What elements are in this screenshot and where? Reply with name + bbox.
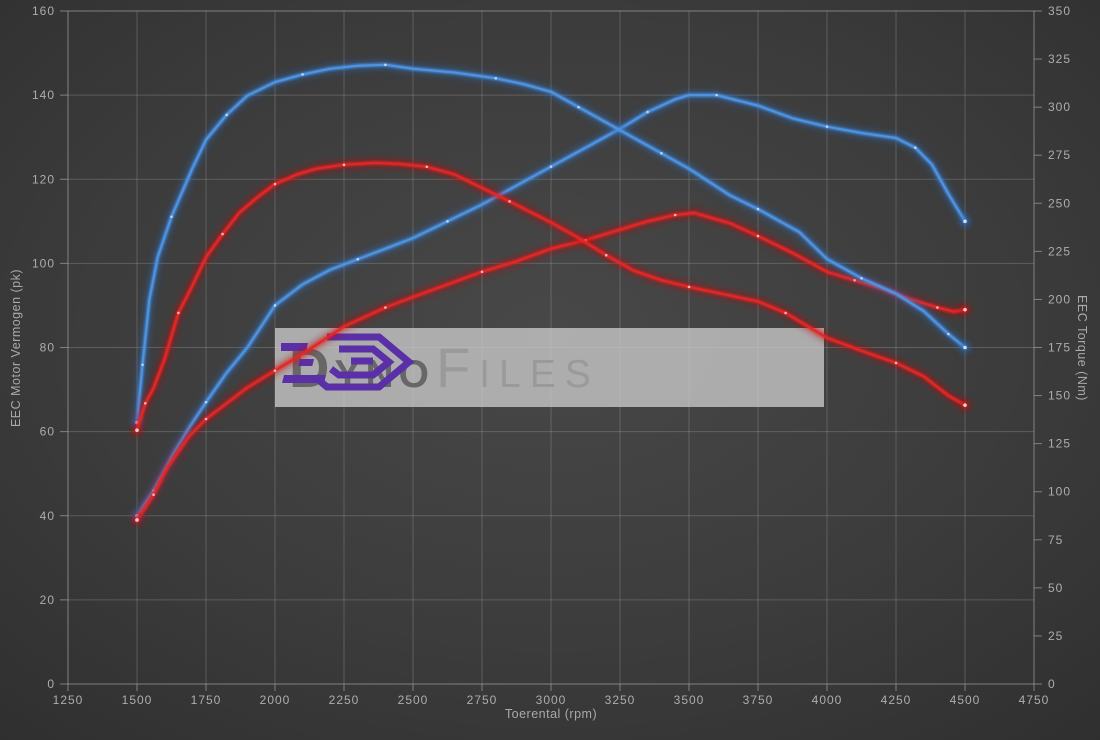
y-left-tick-label: 80 [40,341,55,355]
curve-point-marker [273,304,277,307]
curve-point-marker [494,77,498,80]
curve-end-marker [963,307,967,312]
curve-point-marker [508,200,511,203]
curve-point-marker [936,306,939,309]
y-right-tick-label: 75 [1048,533,1063,547]
curve-point-marker [673,213,677,217]
curve-end-marker [135,428,139,432]
brand-files: Files [435,335,600,399]
curve-point-marker [480,270,484,274]
x-tick-label: 3000 [536,693,567,707]
y-right-tick-label: 225 [1048,244,1071,258]
x-tick-label: 2250 [329,693,360,707]
curve-point-marker [152,493,155,497]
y-left-tick-label: 40 [40,509,55,523]
curve-point-marker [756,234,760,238]
series-torque-tuned [132,60,970,428]
y-right-tick-label: 150 [1048,389,1071,403]
curve-point-marker [549,165,553,168]
x-tick-label: 4250 [881,693,912,707]
curve-point-marker [825,125,829,128]
x-tick-label: 3250 [605,693,636,707]
curve-point-marker [756,207,760,211]
x-axis-title: Toerental (rpm) [505,707,597,721]
y-left-tick-label: 0 [47,677,55,691]
series-torque-stock [132,158,970,436]
y-right-tick-label: 100 [1048,485,1071,499]
axis-ticks [60,10,1042,691]
curve-point-marker [384,306,387,309]
series-power-tuned [132,90,970,521]
y-left-tick-label: 120 [32,172,55,186]
curve-point-marker [143,401,147,405]
curve-point-marker [301,73,304,76]
curve-end-marker [963,345,967,350]
x-tick-label: 4500 [950,693,981,707]
x-tick-label: 1250 [53,693,84,707]
y-left-tick-label: 140 [32,88,55,102]
curve-point-marker [384,63,387,67]
y-right-tick-label: 300 [1048,100,1071,114]
y-right-tick-label: 125 [1048,437,1071,451]
y-right-tick-label: 350 [1048,4,1071,18]
y-right-tick-label: 50 [1048,581,1063,595]
curve-point-marker [914,146,917,150]
y-left-tick-label: 100 [32,256,55,270]
y-right-tick-label: 0 [1048,677,1056,691]
curve-point-marker [221,232,224,236]
curve-point-marker [204,400,208,404]
curve-point-marker [204,417,208,421]
x-tick-label: 2500 [398,693,429,707]
curve-point-marker [273,182,277,186]
series-layer [132,60,970,525]
curve-point-marker [356,257,360,261]
curve-point-marker [225,113,228,117]
x-tick-label: 4750 [1019,693,1050,707]
x-tick-label: 3500 [674,693,705,707]
dynofiles-watermark: Dyno Files [275,328,824,407]
curve-point-marker [141,363,144,367]
y-right-tick-label: 200 [1048,292,1071,306]
curve-point-marker [577,105,580,109]
x-tick-label: 2750 [467,693,498,707]
y-right-tick-label: 25 [1048,629,1063,643]
x-tick-label: 1500 [122,693,153,707]
curve-point-marker [273,369,277,372]
curve-point-marker [425,165,429,169]
y-left-tick-label: 60 [40,425,55,439]
y-right-tick-label: 325 [1048,52,1071,66]
x-tick-label: 2000 [260,693,291,707]
curve-point-marker [342,163,346,167]
curve-end-marker [135,518,139,522]
x-tick-label: 3750 [743,693,774,707]
curve-point-marker [646,110,649,114]
y-right-tick-label: 250 [1048,196,1071,210]
curve-point-marker [715,93,718,97]
curve-point-marker [947,332,950,336]
curve-point-marker [170,215,173,219]
curve-point-marker [177,311,180,315]
curve-point-marker [784,311,787,315]
x-tick-label: 1750 [191,693,222,707]
y-right-tick-label: 275 [1048,148,1071,162]
curve-point-marker [894,361,898,365]
y-axis-left-title: EEC Motor Vermogen (pk) [9,269,23,427]
curve-point-marker [446,220,449,223]
curve-point-marker [687,285,691,289]
curve-point-marker [860,276,863,280]
series-power-stock [132,208,970,525]
curve-point-marker [660,151,663,155]
tick-labels: 1250 1500 1750 2000 2250 2500 2750 3000 3250 3500… [32,4,1071,707]
x-tick-label: 4000 [812,693,843,707]
curve-point-marker [604,253,608,257]
dynofiles-logo-icon [281,333,415,391]
y-axis-right-title: EEC Torque (Nm) [1075,295,1089,401]
y-right-tick-label: 175 [1048,341,1071,355]
y-left-tick-label: 160 [32,4,55,18]
curve-point-marker [963,220,967,223]
curve-point-marker [963,403,967,407]
y-left-tick-label: 20 [40,593,55,607]
